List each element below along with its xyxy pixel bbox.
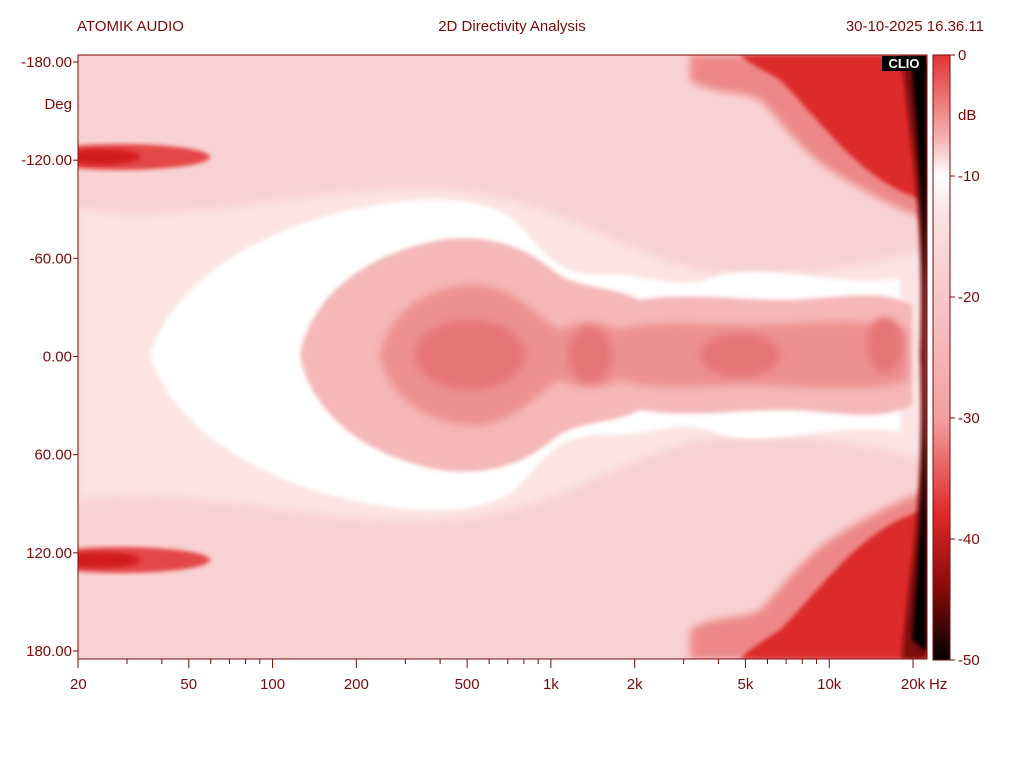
y-tick-label: 60.00 xyxy=(34,447,72,464)
heatmap-region-beam-core xyxy=(380,284,908,426)
y-unit-label: Deg xyxy=(44,96,72,113)
colorbar-axis: 0 -10 -20 -30 -40 -50 dB xyxy=(950,47,980,669)
heatmap-hotspot-500hz xyxy=(415,320,525,390)
colorbar-frame xyxy=(932,54,951,661)
y-tick-label: -60.00 xyxy=(29,250,72,267)
x-tick-label: 20k xyxy=(901,676,926,693)
heatmap-region-hf-rear-bottom-core xyxy=(740,510,927,659)
x-tick-label: 5k xyxy=(738,676,754,693)
x-tick-label: 1k xyxy=(543,676,559,693)
x-tick-label: 500 xyxy=(455,676,480,693)
y-tick-label: 0.00 xyxy=(43,349,72,366)
heatmap-hotspot-5k xyxy=(700,333,780,377)
x-tick-label: 50 xyxy=(180,676,197,693)
colorbar-tick-label: -50 xyxy=(958,652,980,669)
heatmap-null-plus120-core xyxy=(78,552,140,568)
y-tick-label: -180.00 xyxy=(21,54,72,71)
heatmap-null-minus120-core xyxy=(78,149,140,165)
y-tick-label: 180.00 xyxy=(26,643,72,660)
x-unit-label: Hz xyxy=(929,676,947,693)
colorbar-tick-label: -10 xyxy=(958,168,980,185)
heatmap-region-edge-black xyxy=(912,60,927,652)
app-name: ATOMIK AUDIO xyxy=(77,18,184,35)
y-tick-label: 120.00 xyxy=(26,545,72,562)
colorbar-tick-label: -40 xyxy=(958,531,980,548)
x-tick-label: 10k xyxy=(817,676,842,693)
y-axis: -180.00 -120.00 -60.00 0.00 60.00 120.00 180.0… xyxy=(21,54,78,660)
clio-logo-badge xyxy=(882,56,926,71)
heatmap-region-edge-dark xyxy=(902,55,927,659)
heatmap-region-hf-rear-top-core xyxy=(740,55,927,200)
clio-logo: CLIO xyxy=(888,56,919,71)
colorbar-tick-label: 0 xyxy=(958,47,966,64)
colorbar xyxy=(933,55,950,660)
x-tick-label: 20 xyxy=(70,676,87,693)
x-tick-label: 100 xyxy=(260,676,285,693)
x-tick-label: 200 xyxy=(344,676,369,693)
x-tick-label: 2k xyxy=(627,676,643,693)
chart-title: 2D Directivity Analysis xyxy=(438,18,586,35)
heatmap-hotspot-15k xyxy=(867,317,903,373)
x-axis: 20 50 100 200 500 1k 2k 5k 10k 20k Hz xyxy=(70,659,947,693)
colorbar-tick-label: -30 xyxy=(958,410,980,427)
y-tick-label: -120.00 xyxy=(21,152,72,169)
heatmap-hotspot-1k5 xyxy=(568,327,612,383)
colorbar-unit-label: dB xyxy=(958,107,976,124)
timestamp: 30-10-2025 16.36.11 xyxy=(845,18,984,35)
colorbar-tick-label: -20 xyxy=(958,289,980,306)
plot-area: CLIO xyxy=(78,55,927,659)
